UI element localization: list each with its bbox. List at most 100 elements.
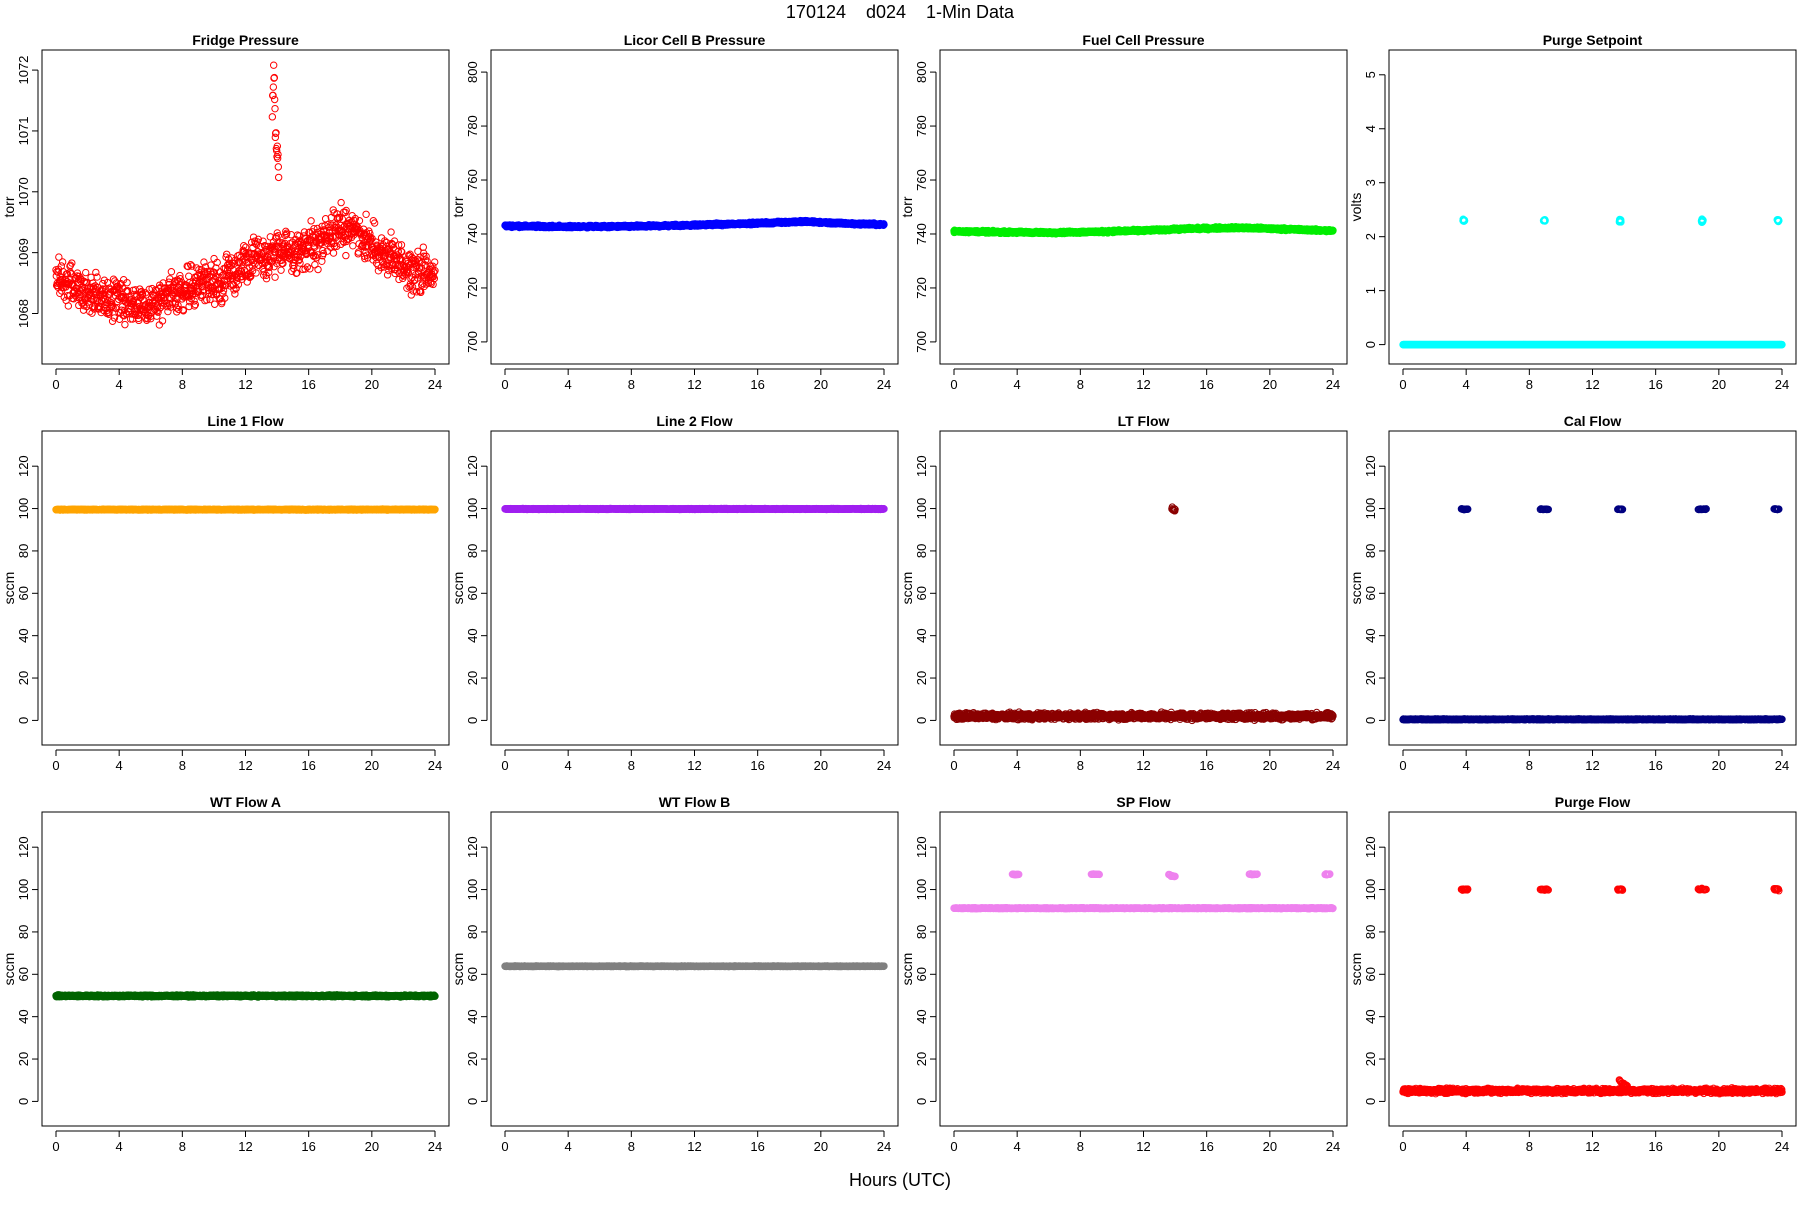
x-tick-label: 16 bbox=[1199, 377, 1213, 392]
data-point bbox=[270, 84, 276, 90]
panel-title: Purge Setpoint bbox=[1543, 32, 1643, 48]
data-point bbox=[315, 266, 321, 272]
y-tick-label: 720 bbox=[914, 277, 929, 299]
data-points bbox=[502, 217, 887, 231]
y-tick-label: 1070 bbox=[16, 177, 31, 206]
data-point bbox=[83, 269, 89, 275]
data-point bbox=[122, 321, 128, 327]
y-tick-label: 700 bbox=[465, 331, 480, 353]
y-tick-label: 1 bbox=[1363, 287, 1378, 294]
x-tick-label: 0 bbox=[501, 377, 508, 392]
y-tick-label: 4 bbox=[1363, 125, 1378, 132]
data-point bbox=[330, 250, 336, 256]
data-point bbox=[343, 252, 349, 258]
x-tick-label: 24 bbox=[877, 377, 891, 392]
y-tick-label: 3 bbox=[1363, 179, 1378, 186]
x-tick-label: 4 bbox=[1014, 377, 1021, 392]
y-tick-label: 5 bbox=[1363, 71, 1378, 78]
x-tick-label: 16 bbox=[301, 377, 315, 392]
data-point bbox=[269, 114, 275, 120]
y-tick-label: 800 bbox=[465, 61, 480, 83]
data-point bbox=[431, 259, 437, 265]
x-tick-label: 8 bbox=[179, 377, 186, 392]
y-tick-label: 760 bbox=[914, 169, 929, 191]
x-tick-label: 0 bbox=[1399, 377, 1406, 392]
plot-frame bbox=[42, 50, 449, 364]
y-tick-label: 700 bbox=[914, 331, 929, 353]
x-tick-label: 12 bbox=[1136, 377, 1150, 392]
x-tick-label: 4 bbox=[1463, 377, 1470, 392]
data-point bbox=[270, 92, 276, 98]
y-axis-label: torr bbox=[899, 196, 915, 217]
y-tick-label: 760 bbox=[465, 169, 480, 191]
data-point bbox=[363, 211, 369, 217]
y-tick-label: 780 bbox=[914, 115, 929, 137]
y-tick-label: 800 bbox=[914, 61, 929, 83]
x-tick-label: 4 bbox=[116, 377, 123, 392]
x-tick-label: 12 bbox=[687, 377, 701, 392]
data-point bbox=[288, 232, 294, 238]
x-tick-label: 20 bbox=[1263, 377, 1277, 392]
plot-frame bbox=[940, 50, 1347, 364]
plot-frame bbox=[1389, 50, 1796, 364]
data-point bbox=[211, 301, 217, 307]
data-point bbox=[371, 220, 377, 226]
data-point bbox=[275, 151, 281, 157]
data-point bbox=[388, 229, 394, 235]
y-tick-label: 1071 bbox=[16, 116, 31, 145]
x-tick-label: 16 bbox=[1648, 377, 1662, 392]
y-axis-label: torr bbox=[1, 196, 17, 217]
data-point bbox=[274, 143, 280, 149]
y-tick-label: 740 bbox=[465, 223, 480, 245]
y-tick-label: 0 bbox=[1363, 341, 1378, 348]
data-point bbox=[272, 274, 278, 280]
x-tick-label: 8 bbox=[628, 377, 635, 392]
y-tick-label: 1069 bbox=[16, 238, 31, 267]
x-tick-label: 4 bbox=[565, 377, 572, 392]
data-point bbox=[350, 243, 356, 249]
panel-fuel-cell-pressure: Fuel Cell Pressure torr 0 4 8 12 16 20 24 700 720 7… bbox=[899, 32, 1347, 392]
x-tick-label: 8 bbox=[1526, 377, 1533, 392]
x-tick-label: 0 bbox=[950, 377, 957, 392]
y-axis-label: torr bbox=[450, 196, 466, 217]
plot-frame bbox=[491, 50, 898, 364]
panel-title: Licor Cell B Pressure bbox=[624, 32, 766, 48]
panel-title: Fuel Cell Pressure bbox=[1082, 32, 1204, 48]
data-points bbox=[1400, 216, 1785, 348]
x-tick-label: 24 bbox=[1775, 377, 1789, 392]
data-point bbox=[278, 267, 284, 273]
data-point bbox=[272, 105, 278, 111]
x-tick-label: 24 bbox=[428, 377, 442, 392]
y-tick-label: 720 bbox=[465, 277, 480, 299]
y-tick-label: 740 bbox=[914, 223, 929, 245]
data-point bbox=[270, 62, 276, 68]
x-tick-label: 20 bbox=[365, 377, 379, 392]
x-tick-label: 8 bbox=[1077, 377, 1084, 392]
data-point bbox=[275, 174, 281, 180]
data-point bbox=[59, 259, 65, 265]
panel-title: Fridge Pressure bbox=[192, 32, 299, 48]
data-point bbox=[338, 199, 344, 205]
data-point bbox=[308, 218, 314, 224]
data-points bbox=[53, 62, 438, 328]
x-tick-label: 0 bbox=[52, 377, 59, 392]
data-point bbox=[186, 273, 192, 279]
x-tick-label: 12 bbox=[238, 377, 252, 392]
y-axis-label: volts bbox=[1348, 193, 1364, 222]
data-point bbox=[275, 164, 281, 170]
data-point bbox=[271, 96, 277, 102]
data-points bbox=[951, 223, 1336, 237]
data-point bbox=[168, 269, 174, 275]
y-tick-label: 2 bbox=[1363, 233, 1378, 240]
y-tick-label: 1072 bbox=[16, 56, 31, 85]
x-tick-label: 24 bbox=[1326, 377, 1340, 392]
x-tick-label: 16 bbox=[750, 377, 764, 392]
data-point bbox=[241, 242, 247, 248]
y-tick-label: 780 bbox=[465, 115, 480, 137]
x-tick-label: 20 bbox=[1712, 377, 1726, 392]
